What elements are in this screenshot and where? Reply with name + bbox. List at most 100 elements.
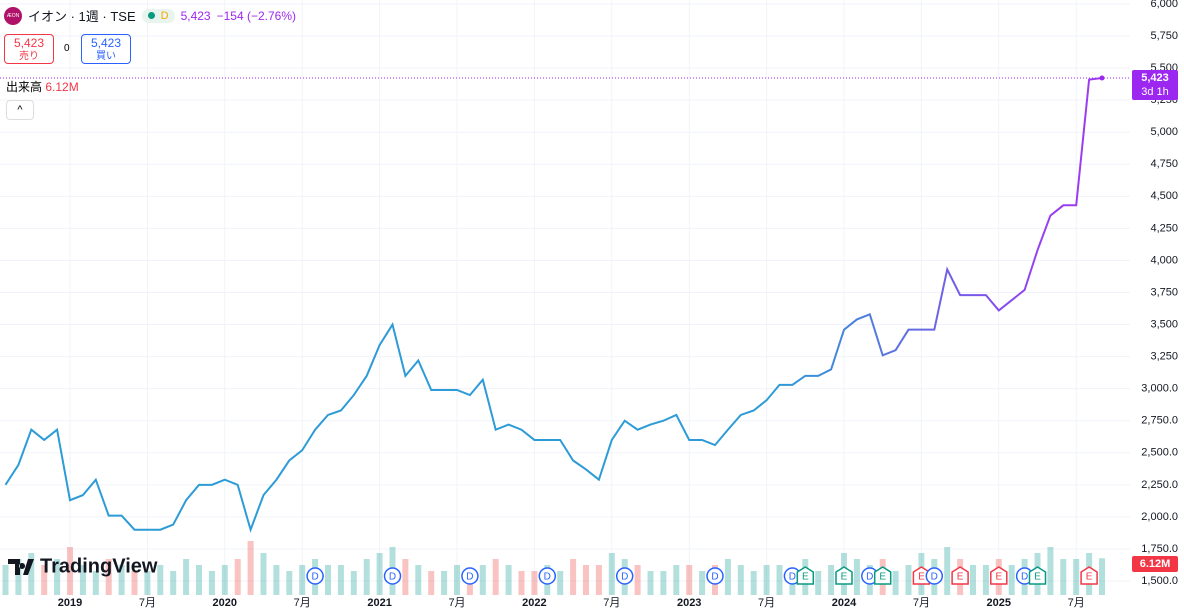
volume-bar — [776, 565, 783, 595]
volume-bar — [815, 571, 822, 595]
y-tick-label: 2,500.0 — [1141, 447, 1178, 459]
buy-button[interactable]: 5,423 買い — [81, 34, 131, 64]
event-shape — [912, 566, 931, 585]
volume-bar — [286, 571, 293, 595]
volume-bar — [1073, 559, 1080, 595]
x-tick-label: 7月 — [448, 597, 465, 609]
price: 5,423 — [180, 8, 211, 23]
event-marker: D — [306, 567, 324, 585]
event-shape — [873, 566, 892, 585]
volume-bar — [221, 565, 228, 595]
volume-bar — [647, 571, 654, 595]
y-tick-label: 4,500 — [1150, 190, 1178, 202]
y-tick-label: 1,750.0 — [1141, 543, 1178, 555]
event-marker: D — [706, 567, 724, 585]
y-tick-label: 5,750 — [1150, 30, 1178, 42]
volume-bar — [492, 559, 499, 595]
sell-button[interactable]: 5,423 売り — [4, 34, 54, 64]
x-tick-label: 2022 — [522, 597, 546, 609]
volume-bar — [505, 565, 512, 595]
status-text: D — [160, 9, 169, 22]
header: ÆON イオン · 1週 · TSE D 5,423 −154 (−2.76%) — [4, 6, 296, 25]
volume-bar — [853, 559, 860, 595]
sell-label: 売り — [19, 51, 39, 62]
volume-bar — [479, 565, 486, 595]
event-shape — [383, 567, 402, 585]
event-shape — [461, 567, 479, 585]
volume-bar — [724, 559, 731, 595]
volume-box — [1132, 556, 1178, 572]
event-label: D — [389, 572, 396, 583]
volume-bar — [583, 565, 589, 595]
x-tick-label: 7月 — [139, 597, 156, 609]
spread: 0 — [64, 43, 70, 54]
y-tick-label: 3,250 — [1150, 351, 1178, 363]
volume-bar — [1047, 547, 1054, 595]
event-shape — [835, 566, 853, 585]
symbol-logo: ÆON — [4, 6, 22, 25]
x-tick-label: 7月 — [294, 597, 311, 609]
event-label: D — [544, 572, 551, 583]
volume-bar — [428, 571, 435, 595]
event-label: D — [466, 572, 473, 583]
volume-name: 出来高 — [6, 80, 43, 94]
volume-bar — [79, 565, 86, 595]
volume-bar — [518, 571, 525, 595]
volume-bar — [402, 559, 409, 595]
y-tick-label: 3,500 — [1150, 318, 1178, 330]
volume-bar — [905, 565, 912, 595]
event-label: E — [918, 572, 925, 583]
event-marker: E — [873, 566, 892, 585]
y-tick-label: 2,750.0 — [1141, 415, 1178, 427]
event-label: E — [1034, 572, 1041, 583]
event-marker: E — [835, 566, 853, 585]
event-marker: D — [925, 567, 944, 585]
event-label: D — [866, 572, 873, 583]
volume-bar — [325, 565, 331, 595]
volume-bar — [41, 565, 48, 595]
volume-bar — [170, 571, 177, 595]
y-tick-label: 4,750 — [1150, 158, 1178, 170]
event-label: D — [931, 572, 938, 583]
volume-bar — [67, 547, 73, 595]
event-label: D — [711, 572, 718, 583]
volume-bar — [660, 571, 667, 595]
event-label: D — [1021, 572, 1028, 583]
y-tick-label: 3,750 — [1150, 286, 1178, 298]
volume-bar — [157, 565, 164, 595]
volume-bar — [350, 571, 357, 595]
buy-price: 5,423 — [90, 36, 122, 50]
volume-bar — [1060, 559, 1067, 595]
last-point — [1099, 75, 1105, 81]
volume-bar — [763, 565, 770, 595]
volume-bar — [441, 571, 448, 595]
volume-bar — [2, 565, 9, 595]
x-tick-label: 2021 — [367, 597, 391, 609]
event-shape — [990, 566, 1008, 585]
y-tick-label: 6,000 — [1150, 0, 1178, 10]
volume-bar — [415, 565, 422, 595]
volume-bar — [699, 571, 706, 595]
buy-label: 買い — [96, 51, 116, 62]
volume-bar — [337, 565, 344, 595]
volume-bar — [686, 565, 693, 595]
event-label: E — [995, 572, 1002, 583]
volume-bar — [828, 565, 835, 595]
event-shape — [925, 567, 944, 585]
volume-bar — [750, 571, 757, 595]
event-label: E — [957, 572, 964, 583]
volume-bar — [54, 559, 61, 595]
volume-bar — [944, 547, 951, 595]
x-tick-label: 2025 — [987, 597, 1011, 609]
event-label: E — [1086, 572, 1093, 583]
volume-bar — [131, 571, 138, 595]
collapse-button[interactable]: ^ — [6, 100, 34, 120]
volume-bar — [531, 571, 538, 595]
x-tick-label: 7月 — [1068, 597, 1085, 609]
volume-value: 6.12M — [45, 80, 79, 94]
event-shape — [796, 566, 815, 585]
volume-bar — [247, 541, 254, 595]
